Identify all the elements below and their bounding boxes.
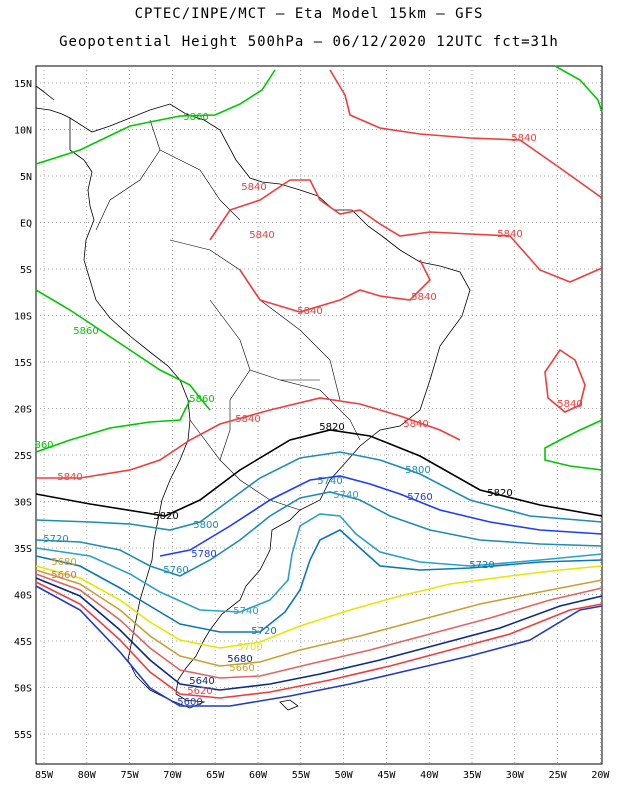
map-subtitle: Geopotential Height 500hPa – 06/12/2020 … <box>59 34 559 50</box>
contour-label: 5820 <box>487 488 512 499</box>
contour-5620 <box>35 581 603 699</box>
coastlines <box>35 85 471 711</box>
contour-label: 5840 <box>249 230 274 241</box>
lat-tick-label: 10N <box>14 126 32 137</box>
contour-label: 5640 <box>189 676 214 687</box>
contour-label: 5860 <box>73 326 98 337</box>
map-title: CPTEC/INPE/MCT – Eta Model 15km – GFS <box>134 6 484 22</box>
contour-label: 5840 <box>497 229 522 240</box>
contour-5780 <box>159 475 603 557</box>
lat-tick-label: 40S <box>14 591 32 602</box>
contour-label: 5680 <box>227 654 252 665</box>
contour-label: 5740 <box>233 606 258 617</box>
contour-5860-north <box>35 69 276 165</box>
lat-tick-label: EQ <box>20 219 32 230</box>
lat-tick-label: 10S <box>14 312 32 323</box>
lon-tick-label: 35W <box>463 770 482 781</box>
contour-5860-east <box>544 419 603 471</box>
lon-tick-label: 80W <box>78 770 97 781</box>
lat-tick-label: 50S <box>14 684 32 695</box>
contour-label: 5720 <box>251 626 276 637</box>
contour-label: 5840 <box>241 182 266 193</box>
lon-tick-label: 85W <box>35 770 54 781</box>
contour-label: 5780 <box>191 549 216 560</box>
grid-lines <box>36 66 602 764</box>
contour-label: 5620 <box>187 686 212 697</box>
lon-tick-label: 30W <box>506 770 525 781</box>
lon-tick-label: 70W <box>163 770 182 781</box>
contour-5860-west <box>35 289 211 411</box>
longitude-labels: 85W 80W 75W 70W 65W 60W 55W 50W 45W 40W 35W 30W 25W 2… <box>35 770 610 781</box>
lat-tick-label: 30S <box>14 498 32 509</box>
contour-5700 <box>35 565 603 649</box>
lat-tick-label: 15N <box>14 79 32 90</box>
contour-label: 5740 <box>317 476 342 487</box>
contour-5840-north <box>329 69 603 199</box>
falklands <box>279 699 299 711</box>
contour-label: 5600 <box>177 697 202 708</box>
contour-5720 <box>35 529 603 633</box>
contour-label: 5840 <box>403 419 428 430</box>
contour-5860-southwest <box>35 399 191 453</box>
lat-tick-label: 5N <box>20 172 32 183</box>
lon-tick-label: 65W <box>206 770 225 781</box>
contour-label: 5840 <box>411 292 436 303</box>
contour-label: 5820 <box>153 511 178 522</box>
contour-5640 <box>35 577 603 691</box>
contour-5600 <box>35 585 603 707</box>
contour-label: 5840 <box>511 133 536 144</box>
lat-tick-label: 35S <box>14 544 32 555</box>
lon-tick-label: 75W <box>121 770 140 781</box>
contour-lines <box>35 65 603 707</box>
lat-tick-label: 5S <box>20 265 32 276</box>
lon-tick-label: 45W <box>377 770 396 781</box>
lat-tick-label: 55S <box>14 730 32 741</box>
contour-label: 5860 <box>189 394 214 405</box>
contour-5660 <box>35 573 603 679</box>
contour-5760 <box>35 491 603 577</box>
lat-tick-label: 15S <box>14 358 32 369</box>
contour-5740 <box>35 513 603 613</box>
contour-label: 5760 <box>163 565 188 576</box>
lon-tick-label: 50W <box>335 770 354 781</box>
contour-label: 5680 <box>51 557 76 568</box>
contour-5840-east-loop <box>544 348 586 413</box>
contour-label: 5700 <box>237 642 262 653</box>
contour-label: 5840 <box>57 472 82 483</box>
lon-tick-label: 20W <box>591 770 610 781</box>
contour-label: 5660 <box>229 663 254 674</box>
contour-label: 5800 <box>193 520 218 531</box>
central-america-coastline <box>35 85 71 119</box>
lon-tick-label: 55W <box>292 770 311 781</box>
lat-tick-label: 20S <box>14 405 32 416</box>
lat-tick-label: 45S <box>14 637 32 648</box>
plot-frame <box>35 65 603 765</box>
contour-label: 860 <box>34 440 53 451</box>
contour-label: 5720 <box>469 560 494 571</box>
contour-5840-amazon <box>209 179 603 313</box>
lat-tick-label: 25S <box>14 451 32 462</box>
contour-label: 5800 <box>405 465 430 476</box>
contour-label: 5860 <box>183 112 208 123</box>
contour-label: 5840 <box>557 399 582 410</box>
contour-label: 5840 <box>297 306 322 317</box>
contour-5860-north-east <box>554 65 603 113</box>
contour-5840-south <box>36 397 461 479</box>
contour-label: 5720 <box>43 534 68 545</box>
contour-label: 5740 <box>333 490 358 501</box>
contour-label: 5760 <box>407 492 432 503</box>
contour-label: 5840 <box>235 414 260 425</box>
lon-tick-label: 60W <box>249 770 268 781</box>
contour-5820 <box>35 429 603 517</box>
contour-5680 <box>35 569 603 667</box>
lon-tick-label: 25W <box>549 770 568 781</box>
contour-label: 5820 <box>319 422 344 433</box>
contour-label: 5660 <box>51 570 76 581</box>
latitude-labels: 15N 10N 5N EQ 5S 10S 15S 20S 25S 30S 35S 40S 45S 50S 5… <box>14 79 32 741</box>
lon-tick-label: 40W <box>420 770 439 781</box>
contour-value-labels: 5860 5840 5840 5840 5840 5840 5860 5840 5860 5840… <box>34 112 582 708</box>
south-america-coastline <box>69 103 471 709</box>
contour-5800 <box>35 451 603 531</box>
